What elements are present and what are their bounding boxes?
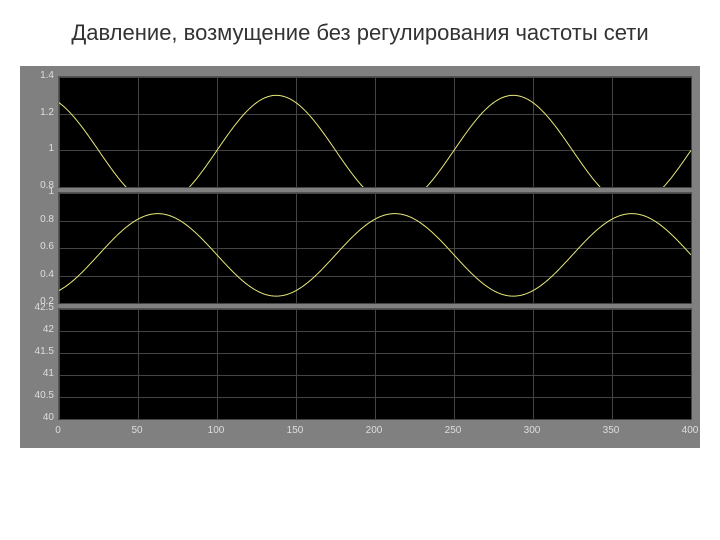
y-gridline xyxy=(59,303,691,304)
ytick-label: 40 xyxy=(26,413,54,423)
ytick-label: 41.5 xyxy=(26,347,54,357)
x-gridline xyxy=(691,77,692,187)
trace-pressure xyxy=(59,77,691,187)
y-gridline xyxy=(59,309,691,310)
ytick-label: 1.4 xyxy=(26,71,54,81)
y-gridline xyxy=(59,331,691,332)
ytick-label: 0.6 xyxy=(26,242,54,252)
x-gridline xyxy=(454,309,455,419)
ytick-label: 41 xyxy=(26,369,54,379)
ytick-label: 0.4 xyxy=(26,270,54,280)
xtick-label: 150 xyxy=(285,426,305,436)
x-gridline xyxy=(612,309,613,419)
y-gridline xyxy=(59,419,691,420)
xtick-label: 200 xyxy=(364,426,384,436)
x-gridline xyxy=(296,309,297,419)
plot-disturbance xyxy=(58,192,692,304)
x-axis-labels: 050100150200250300350400 xyxy=(26,424,694,442)
ytick-label: 42 xyxy=(26,325,54,335)
panel-frequency: 4040.54141.54242.5 xyxy=(26,308,694,418)
ytick-label: 0.8 xyxy=(26,215,54,225)
y-gridline xyxy=(59,353,691,354)
x-gridline xyxy=(138,309,139,419)
plot-frequency xyxy=(58,308,692,420)
xtick-label: 400 xyxy=(680,426,700,436)
xtick-label: 350 xyxy=(601,426,621,436)
panel-pressure: 0.811.21.4 xyxy=(26,76,694,186)
y-gridline xyxy=(59,187,691,188)
plot-pressure xyxy=(58,76,692,188)
ytick-label: 1 xyxy=(26,144,54,154)
x-gridline xyxy=(533,309,534,419)
ytick-label: 1 xyxy=(26,187,54,197)
xtick-label: 250 xyxy=(443,426,463,436)
xtick-label: 50 xyxy=(127,426,147,436)
xtick-label: 0 xyxy=(48,426,68,436)
xtick-label: 100 xyxy=(206,426,226,436)
xtick-label: 300 xyxy=(522,426,542,436)
y-gridline xyxy=(59,375,691,376)
x-gridline xyxy=(375,309,376,419)
x-gridline xyxy=(217,309,218,419)
y-gridline xyxy=(59,397,691,398)
x-gridline xyxy=(59,309,60,419)
trace-disturbance xyxy=(59,193,691,303)
panel-disturbance: 0.20.40.60.81 xyxy=(26,192,694,302)
scope-container: 0.811.21.40.20.40.60.814040.54141.54242.… xyxy=(20,66,700,448)
ytick-label: 40.5 xyxy=(26,391,54,401)
page-title: Давление, возмущение без регулирования ч… xyxy=(0,0,720,56)
ytick-label: 42.5 xyxy=(26,303,54,313)
x-gridline xyxy=(691,193,692,303)
x-gridline xyxy=(691,309,692,419)
ytick-label: 1.2 xyxy=(26,108,54,118)
